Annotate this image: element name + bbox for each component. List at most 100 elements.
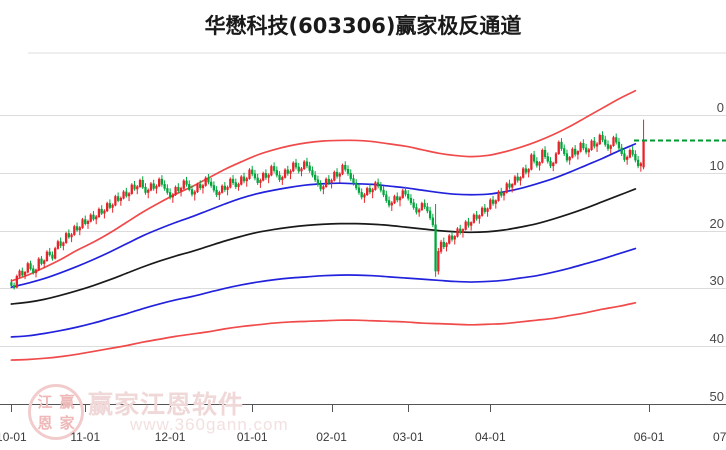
candle-body: [237, 184, 240, 187]
x-axis-tick-label: 03-01: [392, 430, 424, 444]
candle-body: [152, 183, 155, 189]
watermark-url: www.360gann.com: [130, 415, 289, 434]
candle-body: [188, 184, 191, 190]
candle-body: [122, 191, 125, 199]
candle-body: [606, 144, 610, 149]
candle-body: [56, 241, 60, 249]
candle-body: [196, 184, 199, 193]
candle-body: [138, 180, 142, 187]
candle-body: [472, 214, 476, 223]
candle-body: [415, 207, 418, 213]
candle-body: [15, 275, 18, 288]
x-axis-tick-label: 12-01: [154, 430, 186, 444]
candle-body: [26, 263, 29, 273]
candle-body: [23, 271, 27, 276]
candle-body: [229, 178, 232, 188]
candle-body: [420, 203, 424, 211]
candle-body: [489, 199, 492, 209]
candle-body: [297, 166, 300, 172]
watermark-seal-logo: 江 赢 恩 家: [28, 384, 84, 440]
candle-body: [48, 251, 51, 256]
candle-body: [95, 216, 98, 220]
candle-body: [450, 235, 454, 240]
candle-body: [149, 183, 153, 191]
candle-body: [106, 203, 109, 212]
candle-body: [108, 203, 112, 208]
candle-body: [464, 221, 467, 230]
candle-body: [593, 140, 596, 147]
candle-body: [393, 196, 396, 204]
candle-body: [491, 199, 495, 204]
x-axis-tick-label: 06-01: [633, 430, 665, 444]
candle-body: [125, 191, 128, 197]
candle-body: [179, 188, 183, 192]
candle-body: [522, 168, 525, 178]
candle-body: [330, 180, 333, 183]
candle-body: [201, 185, 205, 189]
candle-body: [636, 159, 640, 167]
candle-body: [245, 178, 248, 182]
candle-body: [568, 156, 571, 161]
candle-body: [538, 162, 541, 166]
candle-body: [344, 164, 347, 170]
candle-body: [147, 189, 150, 193]
candle-body: [502, 192, 506, 196]
candle-body: [103, 210, 106, 214]
candle-body: [166, 188, 169, 193]
band-center_line: [10, 188, 637, 305]
candle-body: [283, 169, 287, 178]
candle-body: [177, 186, 180, 192]
candle-body: [289, 170, 292, 174]
candle-body: [445, 243, 448, 248]
candle-body: [612, 137, 615, 146]
candle-body: [316, 179, 320, 185]
candle-body: [160, 178, 164, 185]
candle-body: [185, 180, 188, 185]
candle-body: [141, 180, 144, 188]
candle-body: [338, 173, 341, 177]
candle-body: [371, 189, 374, 193]
candle-body: [158, 178, 161, 187]
candle-body: [535, 160, 538, 166]
candle-body: [418, 209, 421, 213]
candle-body: [305, 161, 309, 167]
y-axis-tick-label: 0: [716, 100, 724, 115]
candle-body: [631, 149, 634, 155]
candle-body: [294, 162, 298, 168]
candle-body: [357, 187, 361, 193]
candle-body: [478, 215, 481, 219]
candle-body: [467, 221, 470, 226]
candle-body: [360, 192, 363, 198]
candle-body: [341, 164, 344, 175]
candle-body: [256, 177, 259, 183]
candle-body: [240, 176, 243, 185]
candle-body: [346, 169, 350, 174]
x-axis-tick-label: 11-01: [70, 430, 101, 444]
candle-body: [437, 251, 440, 272]
candle-body: [259, 180, 262, 183]
candle-body: [267, 174, 270, 178]
candle-body: [505, 183, 508, 193]
candle-body: [64, 233, 68, 244]
x-axis-tick-label: 07-01: [713, 430, 726, 444]
candle-body: [456, 228, 459, 237]
candle-body: [576, 151, 580, 155]
candle-body: [78, 227, 81, 231]
candle-body: [470, 222, 473, 226]
candle-body: [111, 204, 114, 208]
candle-body: [439, 241, 443, 252]
candle-body: [483, 207, 486, 212]
candle-body: [322, 186, 325, 190]
candle-body: [628, 149, 632, 158]
gridlines: [0, 52, 726, 405]
seal-char-1: 赢: [59, 393, 75, 411]
candle-body: [226, 186, 229, 190]
candle-body: [642, 140, 645, 168]
candle-body: [136, 186, 139, 190]
candle-body: [171, 194, 174, 198]
candle-body: [54, 248, 57, 259]
candle-body: [92, 214, 95, 220]
candle-body: [86, 221, 90, 224]
